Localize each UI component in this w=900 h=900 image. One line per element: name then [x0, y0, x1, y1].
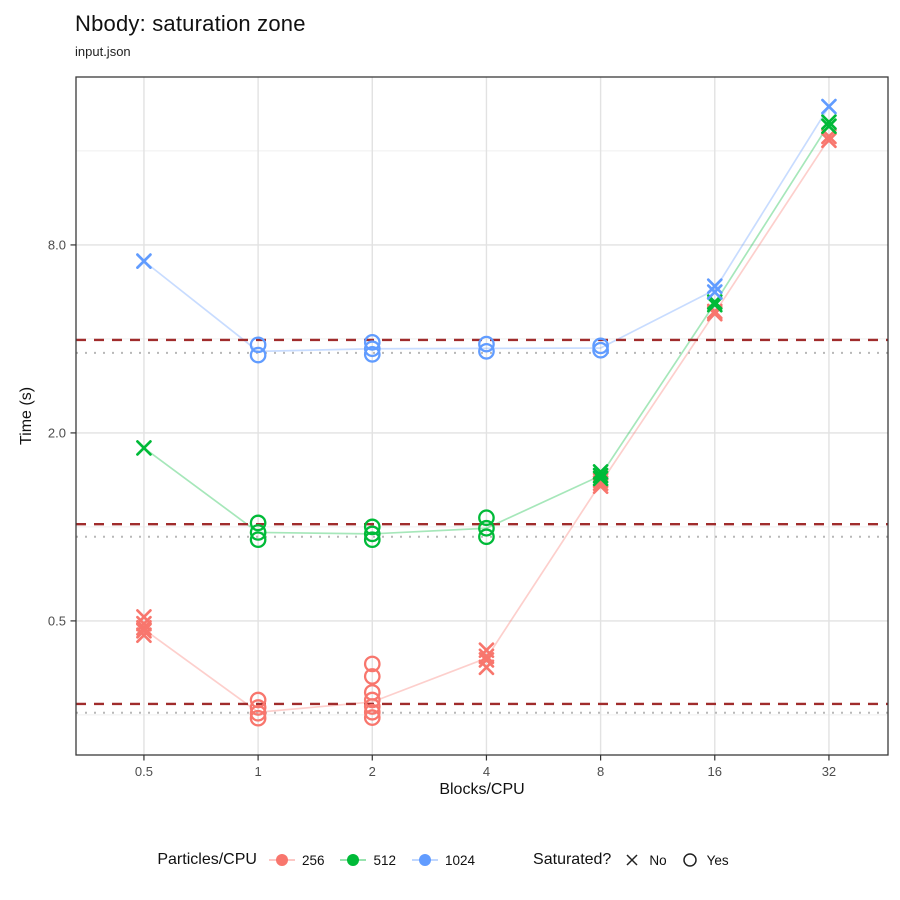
data-point-unsaturated [706, 296, 723, 313]
data-point-saturated [249, 709, 267, 727]
y-axis-title: Time (s) [18, 386, 35, 446]
data-point-saturated [363, 655, 381, 673]
legend-title-particles: Particles/CPU [157, 851, 257, 868]
legend-label: 1024 [445, 852, 476, 868]
y-tick-label: 0.5 [48, 613, 66, 628]
legend-shape-label: Yes [706, 852, 729, 868]
data-point-saturated [363, 340, 381, 358]
data-point-saturated [478, 519, 495, 537]
data-point-unsaturated [136, 253, 152, 269]
data-point-unsaturated [592, 464, 609, 480]
data-point-saturated [249, 531, 267, 549]
data-point-saturated [363, 691, 381, 709]
legend-key-dot-icon [412, 851, 438, 869]
x-tick-label: 0.5 [135, 764, 153, 779]
data-point-saturated [363, 525, 381, 543]
data-point-saturated [478, 342, 495, 360]
data-point-saturated [363, 345, 381, 363]
x-tick-label: 2 [369, 764, 376, 779]
legend-label: 512 [373, 852, 396, 868]
data-point-saturated [363, 698, 381, 715]
x-tick-label: 1 [254, 764, 261, 779]
legend-key-dot-icon [340, 851, 367, 869]
data-point-unsaturated [478, 648, 495, 665]
data-point-saturated [363, 668, 381, 685]
data-point-unsaturated [706, 284, 723, 300]
data-point-unsaturated [821, 98, 837, 115]
data-point-saturated [478, 335, 495, 353]
x-axis-title: Blocks/CPU [439, 781, 525, 798]
data-point-saturated [592, 337, 609, 355]
data-point-unsaturated [478, 659, 495, 676]
cross-marker-icon [626, 854, 638, 866]
legend-shape-item-yes: Yes [681, 851, 729, 869]
legend-item-512: 512 [340, 851, 396, 869]
data-point-unsaturated [821, 132, 837, 149]
plot-panel: 0.5 1 2 4 8 16 32 0.5 2.0 8.0 [48, 76, 889, 779]
chart-subtitle: input.json [75, 44, 131, 59]
data-point-unsaturated [592, 470, 609, 487]
data-point-saturated [363, 518, 381, 536]
data-point-saturated [249, 704, 267, 722]
axis-ticks: 0.5 1 2 4 8 16 32 0.5 2.0 8.0 [48, 237, 836, 779]
legend-title-saturated: Saturated? [533, 851, 612, 868]
data-point-unsaturated [136, 609, 152, 625]
data-point-unsaturated [706, 278, 723, 295]
legend-label: 256 [301, 852, 325, 868]
series-256 [136, 128, 837, 727]
data-point-unsaturated [136, 622, 152, 639]
x-tick-label: 32 [822, 764, 836, 779]
data-point-saturated [363, 531, 381, 549]
data-point-unsaturated [821, 118, 837, 135]
legend-item-1024: 1024 [412, 851, 475, 869]
data-point-unsaturated [592, 467, 609, 484]
data-point-saturated [249, 514, 267, 532]
data-point-saturated [363, 703, 381, 721]
series-512 [136, 114, 837, 549]
chart-title: Nbody: saturation zone [75, 11, 306, 36]
data-point-saturated [592, 341, 609, 359]
data-point-saturated [478, 528, 495, 546]
data-point-saturated [249, 336, 267, 354]
legend-key-dot-icon [268, 851, 295, 869]
legend-item-256: 256 [268, 851, 325, 869]
data-point-unsaturated [136, 440, 152, 456]
data-point-saturated [249, 346, 267, 364]
data-point-unsaturated [136, 627, 152, 644]
data-point-saturated [363, 709, 381, 726]
data-point-unsaturated [821, 114, 837, 130]
legend-shape-item-no: No [623, 851, 667, 869]
y-tick-label: 2.0 [48, 425, 66, 440]
legend: Particles/CPU 256 512 1024 Saturated? No Ye… [0, 844, 900, 876]
gridlines [76, 77, 888, 755]
series-1024 [136, 98, 837, 364]
data-point-saturated [249, 524, 267, 541]
circle-marker-icon [682, 853, 697, 867]
data-point-saturated [363, 334, 381, 351]
panel-border [75, 76, 889, 756]
x-tick-label: 4 [483, 764, 490, 779]
data-point-saturated [478, 509, 495, 527]
x-tick-label: 16 [708, 764, 722, 779]
x-tick-label: 8 [597, 764, 604, 779]
y-tick-label: 8.0 [48, 237, 66, 252]
legend-shape-label: No [649, 852, 667, 868]
data-point-saturated [249, 699, 267, 716]
